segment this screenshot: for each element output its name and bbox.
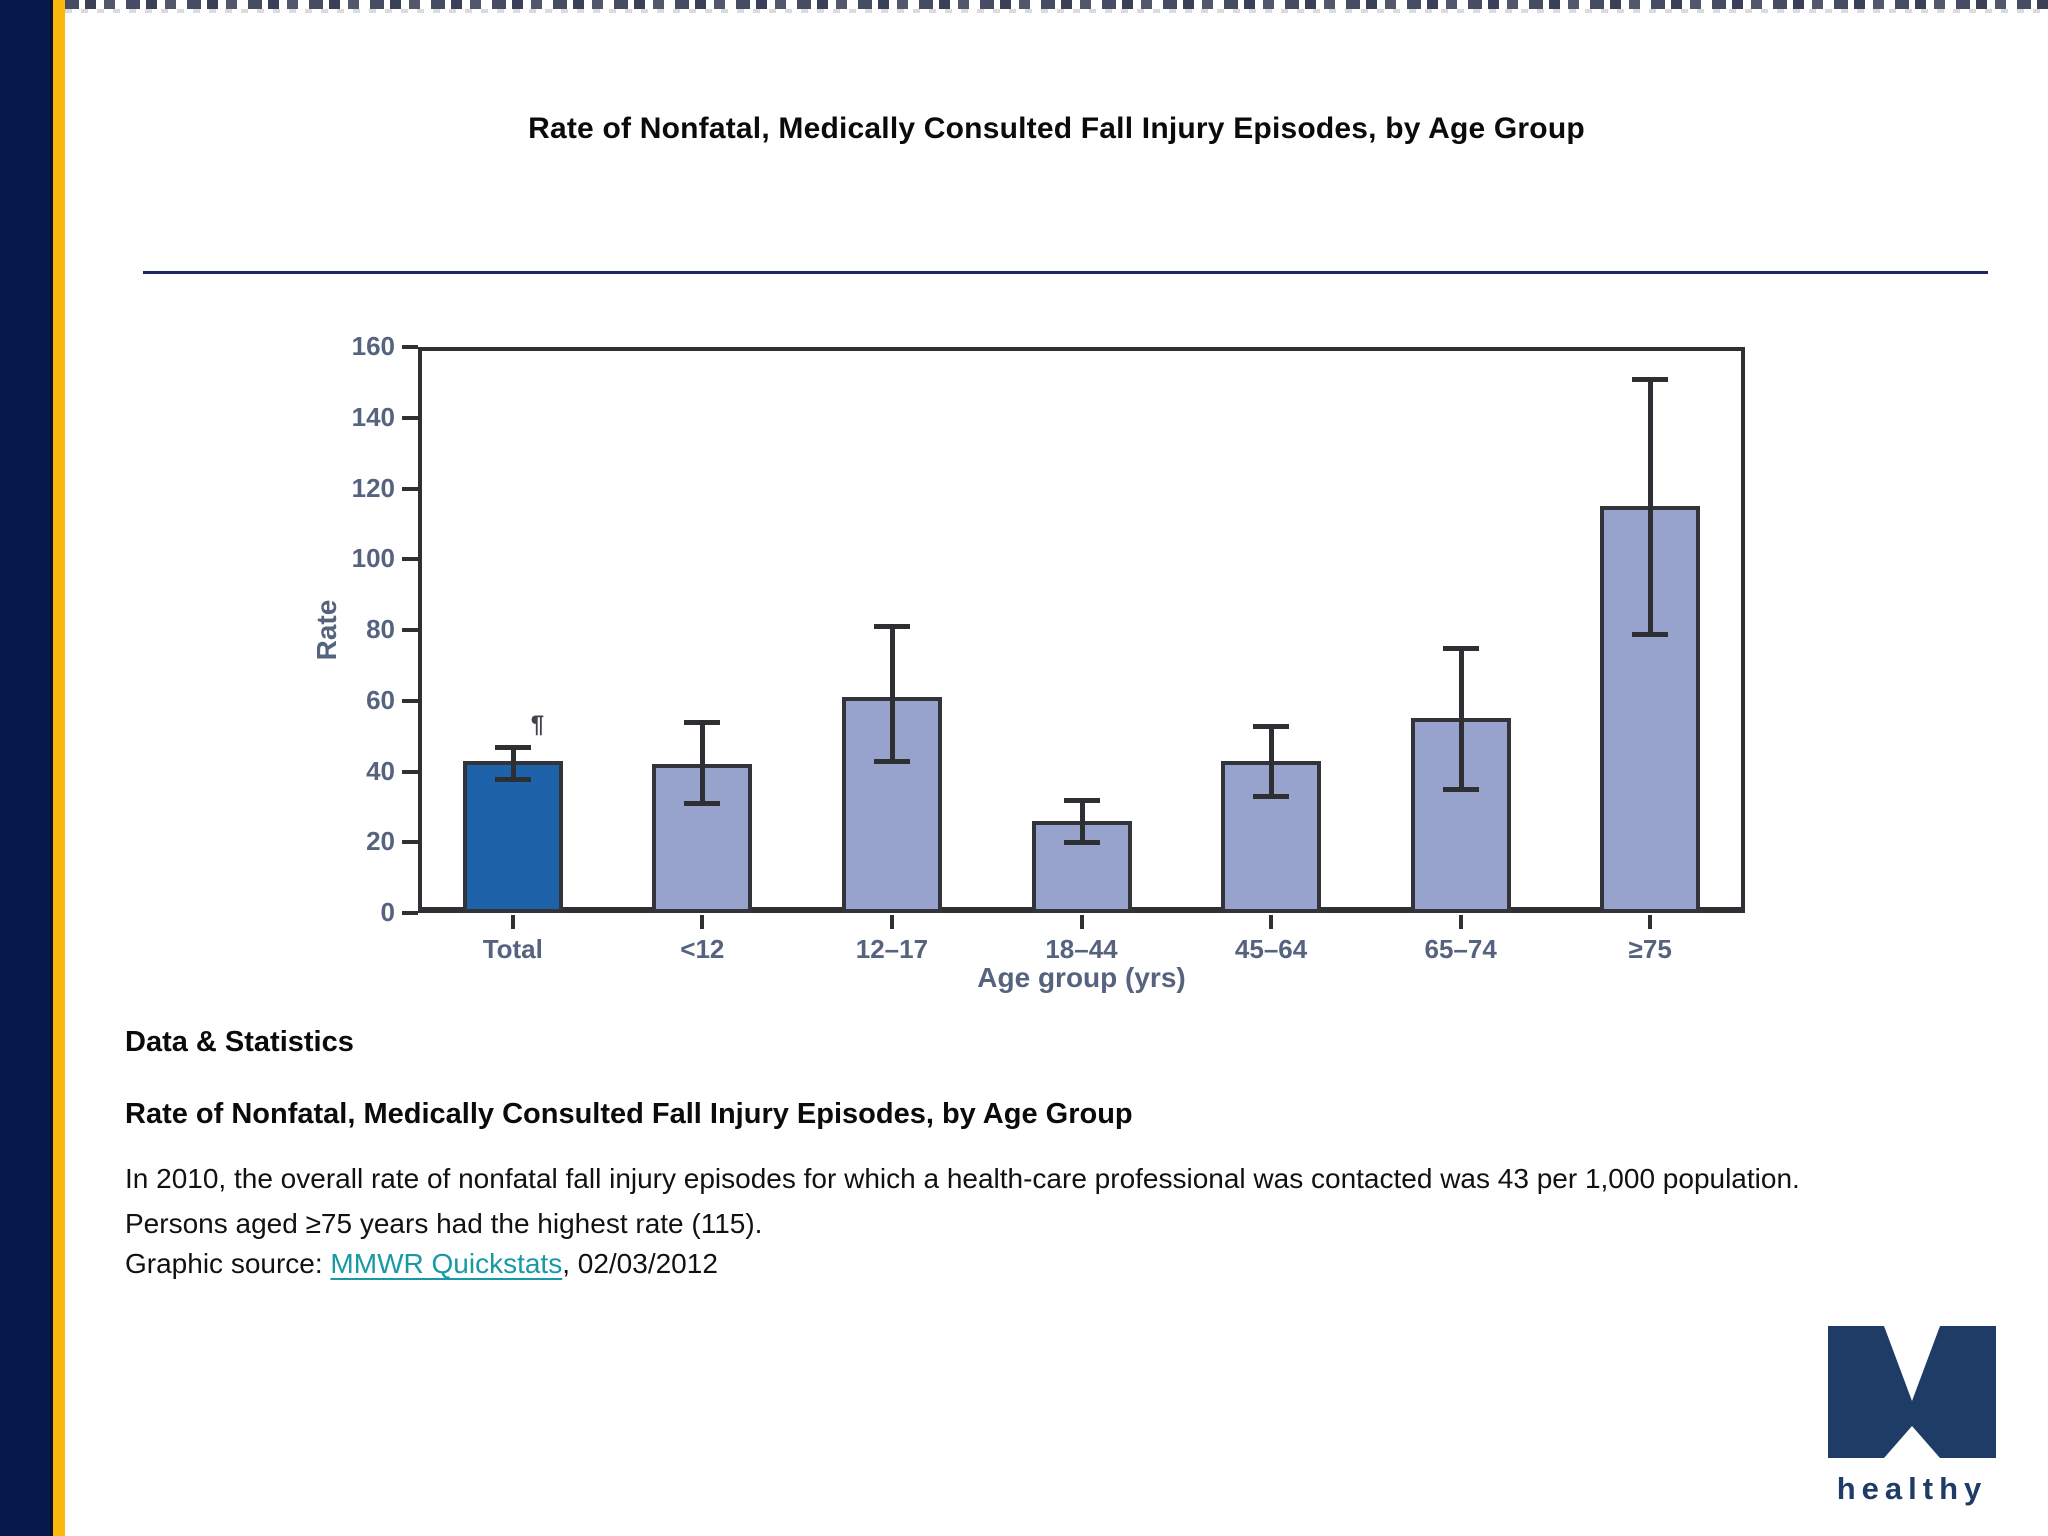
- error-bar-12–17: [889, 626, 895, 761]
- y-tick-label: 100: [351, 543, 395, 574]
- bar-Total: [462, 760, 563, 913]
- page-title: Rate of Nonfatal, Medically Consulted Fa…: [528, 112, 1585, 145]
- error-cap-low-45–64: [1253, 794, 1290, 800]
- error-cap-low-Total: [494, 776, 531, 782]
- y-tick-label: 120: [351, 472, 395, 503]
- x-axis-title: Age group (yrs): [977, 962, 1186, 993]
- error-bar-≥75: [1648, 378, 1654, 634]
- error-cap-high-<12: [684, 719, 721, 725]
- error-cap-low-12–17: [873, 758, 910, 764]
- error-cap-low-65–74: [1442, 787, 1479, 793]
- y-axis-tick: [402, 628, 418, 632]
- x-axis-tick: [700, 915, 705, 929]
- source-line: Graphic source: MMWR Quickstats, 02/03/2…: [125, 1248, 718, 1280]
- section-heading: Data & Statistics: [125, 1026, 354, 1058]
- x-axis-tick: [1458, 915, 1463, 929]
- y-axis-tick: [402, 345, 418, 349]
- error-cap-high-Total: [494, 744, 531, 750]
- x-axis-tick: [1079, 915, 1084, 929]
- block-m-icon: [1828, 1326, 1996, 1458]
- y-tick-label: 0: [380, 897, 395, 927]
- error-bar-<12: [700, 721, 706, 804]
- divider-line: [143, 271, 1988, 274]
- x-tick-label-≥75: ≥75: [1628, 934, 1672, 964]
- left-gold-stripe: [53, 0, 65, 1536]
- logo-wordmark: healthy: [1836, 1471, 1988, 1506]
- error-cap-high-45–64: [1253, 723, 1290, 729]
- x-axis-tick: [889, 915, 894, 929]
- y-tick-label: 160: [351, 331, 395, 361]
- left-bar-edge: [50, 0, 53, 1536]
- x-tick-label-Total: Total: [482, 934, 543, 964]
- error-cap-high-18–44: [1063, 797, 1100, 803]
- summary-paragraph: In 2010, the overall rate of nonfatal fa…: [125, 1163, 1800, 1239]
- y-axis-tick: [402, 415, 418, 420]
- x-tick-label-65–74: 65–74: [1424, 934, 1497, 964]
- x-tick-label-<12: <12: [680, 934, 725, 964]
- error-bar-18–44: [1079, 799, 1085, 843]
- source-suffix: , 02/03/2012: [562, 1248, 718, 1279]
- y-axis-tick: [402, 911, 418, 915]
- y-axis-tick: [402, 486, 418, 491]
- error-cap-low-≥75: [1632, 631, 1669, 637]
- x-axis-tick: [510, 915, 515, 929]
- x-tick-label-45–64: 45–64: [1234, 934, 1308, 964]
- y-tick-label: 80: [366, 614, 395, 644]
- y-axis-tick: [402, 557, 418, 562]
- error-cap-low-18–44: [1063, 840, 1100, 846]
- error-cap-high-≥75: [1632, 376, 1669, 382]
- y-tick-label: 140: [351, 401, 395, 432]
- x-tick-label-12–17: 12–17: [855, 934, 929, 964]
- source-prefix: Graphic source:: [125, 1248, 331, 1279]
- y-axis-tick: [402, 698, 418, 703]
- x-axis-tick: [1648, 915, 1653, 929]
- x-axis-tick: [1269, 915, 1274, 929]
- error-bar-45–64: [1269, 725, 1275, 797]
- chart-caption-heading: Rate of Nonfatal, Medically Consulted Fa…: [125, 1098, 1133, 1130]
- x-tick-label-18–44: 18–44: [1045, 934, 1118, 964]
- left-navy-bar: [0, 0, 50, 1536]
- m-healthy-logo: healthy: [1828, 1326, 1996, 1507]
- error-cap-high-12–17: [873, 624, 910, 630]
- source-link[interactable]: MMWR Quickstats: [330, 1248, 563, 1279]
- y-axis-tick: [402, 840, 418, 845]
- y-tick-label: 60: [366, 684, 395, 715]
- footnote-marker: ¶: [530, 710, 545, 738]
- y-tick-label: 20: [366, 826, 395, 857]
- error-bar-65–74: [1458, 647, 1464, 790]
- error-bar-Total: [510, 746, 516, 779]
- error-cap-low-<12: [684, 801, 721, 807]
- y-tick-label: 40: [366, 755, 395, 786]
- top-edge-pattern: [65, 0, 2048, 13]
- y-axis-tick: [402, 769, 418, 774]
- error-cap-high-65–74: [1442, 645, 1479, 651]
